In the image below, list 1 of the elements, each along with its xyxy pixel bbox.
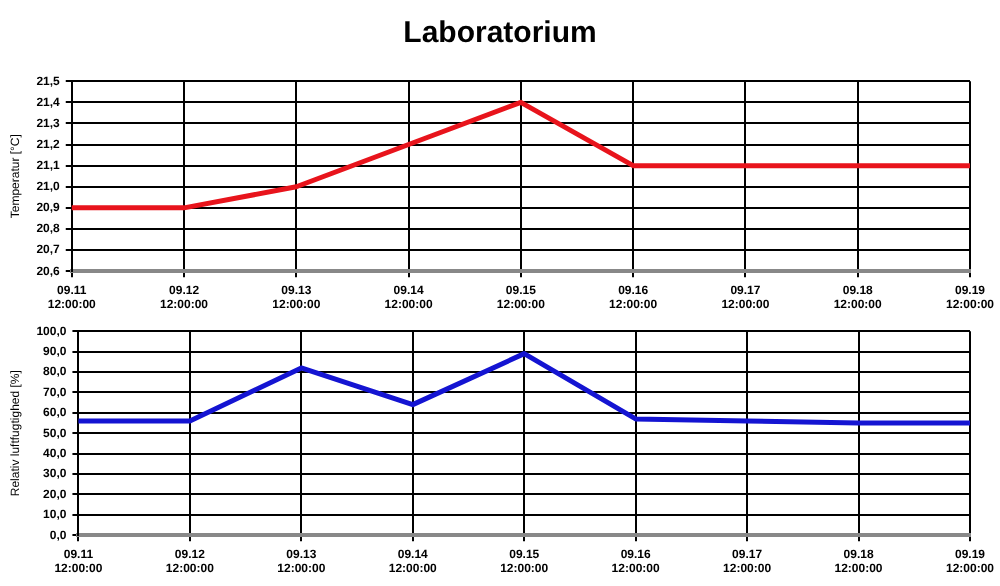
chart-title: Laboratorium bbox=[401, 14, 599, 54]
